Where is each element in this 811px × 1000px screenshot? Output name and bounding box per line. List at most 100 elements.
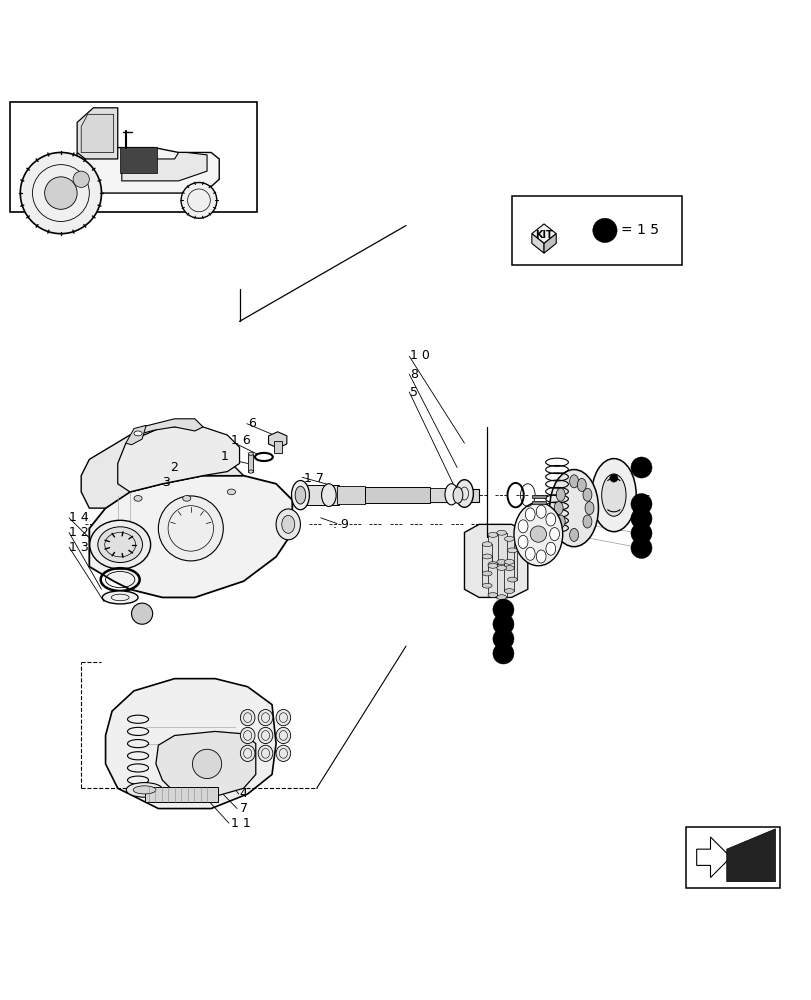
Polygon shape (126, 425, 146, 445)
Circle shape (492, 614, 513, 635)
Ellipse shape (276, 727, 290, 744)
Polygon shape (122, 152, 207, 181)
Polygon shape (105, 679, 276, 809)
Bar (120, 147, 157, 173)
Text: KIT: KIT (534, 230, 552, 240)
Circle shape (20, 152, 101, 234)
Circle shape (73, 171, 89, 187)
Ellipse shape (549, 470, 598, 547)
Bar (487, 566, 497, 595)
Ellipse shape (556, 515, 564, 528)
Text: 1 7: 1 7 (304, 472, 324, 485)
Ellipse shape (535, 505, 545, 518)
Ellipse shape (487, 562, 497, 567)
Ellipse shape (545, 513, 555, 526)
Text: 1 2: 1 2 (69, 526, 88, 539)
Bar (430, 488, 462, 502)
Polygon shape (268, 432, 286, 448)
Ellipse shape (182, 496, 191, 501)
Text: 7: 7 (239, 802, 247, 815)
Ellipse shape (496, 560, 506, 564)
Bar (511, 196, 681, 265)
Ellipse shape (97, 527, 142, 563)
Circle shape (181, 183, 217, 218)
Ellipse shape (482, 571, 491, 576)
Ellipse shape (504, 589, 513, 593)
Ellipse shape (545, 542, 555, 555)
Text: 1 1: 1 1 (231, 817, 251, 830)
Bar (10, 102, 257, 212)
Ellipse shape (487, 593, 497, 597)
Bar (482, 544, 491, 573)
Circle shape (192, 749, 221, 779)
Bar (365, 487, 430, 503)
Bar (531, 501, 546, 504)
Bar (144, 787, 217, 802)
Ellipse shape (134, 431, 142, 436)
Ellipse shape (582, 488, 591, 501)
Circle shape (630, 537, 651, 558)
Ellipse shape (504, 536, 513, 541)
Ellipse shape (556, 488, 564, 501)
Ellipse shape (227, 489, 235, 495)
Circle shape (158, 496, 223, 561)
Ellipse shape (504, 559, 513, 564)
Circle shape (609, 474, 617, 482)
Bar (337, 486, 365, 504)
Text: 1 0: 1 0 (410, 349, 429, 362)
Ellipse shape (276, 745, 290, 761)
Bar (504, 539, 513, 568)
Polygon shape (69, 148, 219, 193)
Polygon shape (543, 234, 556, 253)
Polygon shape (464, 524, 527, 597)
Circle shape (492, 599, 513, 620)
Ellipse shape (294, 486, 305, 504)
Bar (273, 441, 281, 453)
Circle shape (630, 523, 651, 544)
Bar (507, 550, 517, 580)
Ellipse shape (291, 481, 309, 510)
Ellipse shape (248, 470, 253, 473)
Polygon shape (531, 224, 556, 243)
Text: 8: 8 (410, 368, 418, 381)
Bar (496, 568, 506, 597)
Polygon shape (142, 419, 203, 433)
Ellipse shape (102, 591, 138, 604)
Polygon shape (118, 427, 239, 492)
Text: 1 6: 1 6 (231, 434, 251, 447)
Ellipse shape (507, 577, 517, 582)
Ellipse shape (281, 515, 294, 533)
Ellipse shape (517, 520, 527, 533)
Ellipse shape (535, 550, 545, 563)
Circle shape (492, 643, 513, 664)
Polygon shape (696, 837, 730, 878)
Text: 2: 2 (170, 461, 178, 474)
Ellipse shape (276, 709, 290, 726)
Ellipse shape (487, 532, 497, 537)
Ellipse shape (258, 727, 272, 744)
Bar (248, 454, 253, 472)
Ellipse shape (553, 502, 562, 515)
Ellipse shape (507, 548, 517, 553)
Ellipse shape (455, 480, 473, 507)
Ellipse shape (276, 509, 300, 540)
Ellipse shape (133, 786, 156, 794)
Ellipse shape (89, 520, 150, 569)
Polygon shape (726, 829, 775, 882)
Ellipse shape (444, 484, 457, 505)
Ellipse shape (496, 595, 506, 600)
Ellipse shape (453, 487, 462, 503)
Circle shape (492, 628, 513, 649)
Ellipse shape (134, 496, 142, 501)
Ellipse shape (582, 515, 591, 528)
Circle shape (630, 508, 651, 529)
Ellipse shape (240, 727, 255, 744)
Ellipse shape (126, 783, 162, 797)
Bar (504, 562, 513, 591)
Bar (685, 827, 779, 888)
Text: 3: 3 (162, 476, 170, 489)
Ellipse shape (569, 475, 577, 488)
Ellipse shape (240, 709, 255, 726)
Ellipse shape (577, 478, 586, 491)
Bar (496, 533, 506, 562)
